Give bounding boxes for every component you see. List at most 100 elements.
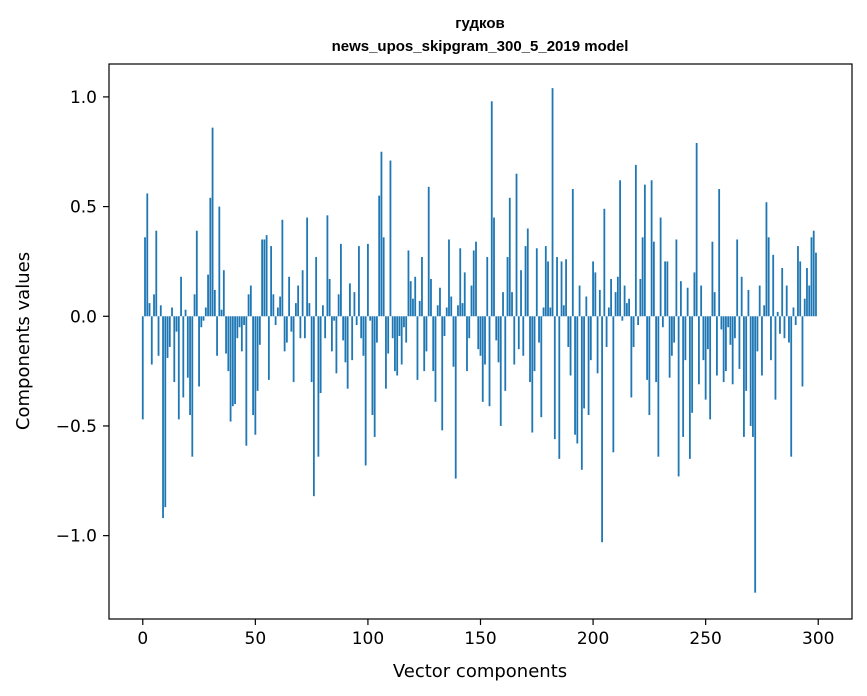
bar <box>625 303 628 317</box>
bar <box>686 287 689 317</box>
bar <box>783 316 786 339</box>
bar <box>720 316 723 330</box>
bar <box>362 316 365 356</box>
bar <box>240 316 243 352</box>
bar <box>684 316 687 361</box>
bar <box>360 316 363 339</box>
bar <box>592 261 594 317</box>
bar <box>490 101 493 317</box>
bar <box>556 257 558 317</box>
bar <box>168 316 171 347</box>
bar <box>756 316 759 352</box>
bar <box>718 189 721 317</box>
x-tick-label: 200 <box>577 629 609 649</box>
bar <box>405 316 408 343</box>
bar <box>391 316 394 339</box>
bar <box>351 316 354 361</box>
bar <box>328 278 331 317</box>
bar <box>585 296 588 317</box>
bar <box>202 316 205 321</box>
bar <box>695 142 698 317</box>
bar <box>549 307 552 317</box>
bar <box>416 316 419 380</box>
y-tick-label: −0.5 <box>56 417 97 437</box>
bar <box>497 316 500 363</box>
bar <box>148 303 151 317</box>
bar <box>457 305 459 317</box>
bar <box>317 316 320 457</box>
bar <box>812 230 815 317</box>
bar <box>436 305 439 317</box>
bar <box>547 261 549 317</box>
bar <box>747 289 750 317</box>
bar <box>427 186 430 317</box>
bar <box>171 307 173 317</box>
bar <box>574 316 576 435</box>
bar <box>583 316 585 409</box>
bar <box>229 316 232 422</box>
bar <box>634 164 637 317</box>
bar <box>276 307 279 317</box>
bar <box>743 316 745 437</box>
bar <box>495 316 498 341</box>
bar <box>808 285 811 317</box>
bar <box>243 316 245 326</box>
bar <box>340 243 342 317</box>
bar <box>254 316 257 435</box>
bar <box>301 270 304 317</box>
bar <box>749 316 752 426</box>
bar <box>612 316 615 453</box>
bar <box>650 180 653 317</box>
bar <box>670 316 673 356</box>
bar <box>216 316 218 356</box>
bar <box>184 309 187 317</box>
bar <box>524 246 527 317</box>
bar <box>745 316 748 391</box>
bar <box>141 316 144 420</box>
bar <box>562 305 565 317</box>
bars-layer <box>141 88 817 593</box>
bar <box>162 316 164 519</box>
bar <box>774 316 777 400</box>
bar <box>337 294 340 317</box>
bar <box>722 316 725 383</box>
bar <box>434 316 437 402</box>
bar <box>297 285 300 317</box>
bar <box>234 316 236 405</box>
bar <box>270 246 273 317</box>
bar <box>790 316 793 457</box>
bar <box>504 316 507 391</box>
bar <box>621 316 624 321</box>
bar <box>668 316 671 378</box>
bar <box>652 241 655 317</box>
bar <box>166 316 169 358</box>
bar <box>648 316 651 415</box>
bar <box>598 289 601 317</box>
bar <box>630 316 633 398</box>
bar <box>315 257 318 317</box>
bar <box>673 316 676 343</box>
bar <box>578 285 581 317</box>
bar <box>601 316 603 543</box>
bar <box>342 316 345 341</box>
bar <box>657 316 660 457</box>
bar <box>157 316 160 356</box>
bar <box>466 316 468 372</box>
bar <box>207 274 209 317</box>
x-tick-label: 150 <box>464 629 496 649</box>
x-tick-label: 300 <box>802 629 834 649</box>
bar <box>281 219 284 317</box>
y-tick-label: 1.0 <box>70 88 97 108</box>
bar <box>319 316 322 394</box>
bar <box>355 316 358 326</box>
bar <box>306 217 309 317</box>
bar <box>810 237 813 317</box>
bar <box>150 316 153 365</box>
bar <box>249 285 252 317</box>
bar <box>344 316 347 363</box>
bar <box>758 285 761 317</box>
bar <box>425 316 428 352</box>
bar <box>175 316 178 332</box>
bar <box>594 272 597 317</box>
bar <box>252 316 254 415</box>
